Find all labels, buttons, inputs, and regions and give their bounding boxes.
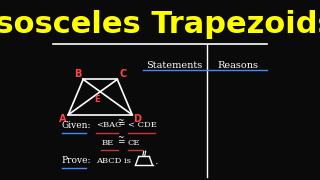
Text: =: = <box>117 119 124 128</box>
Text: E: E <box>94 95 100 104</box>
Text: CE: CE <box>128 139 140 147</box>
Text: Given:: Given: <box>62 121 91 130</box>
Text: A: A <box>59 114 67 124</box>
Text: <BAC: <BAC <box>96 122 122 129</box>
Text: ~: ~ <box>117 133 124 142</box>
Text: ~: ~ <box>117 116 124 125</box>
Text: Statements: Statements <box>146 61 202 70</box>
Text: Prove:: Prove: <box>62 156 91 165</box>
Text: B: B <box>74 69 82 79</box>
Text: ABCD is: ABCD is <box>96 157 131 165</box>
Text: =: = <box>117 137 124 146</box>
Text: D: D <box>133 114 141 124</box>
Text: BE: BE <box>101 139 114 147</box>
Text: < CDE: < CDE <box>128 122 157 129</box>
Text: C: C <box>119 69 126 79</box>
Text: .: . <box>155 156 158 166</box>
Text: Reasons: Reasons <box>217 61 259 70</box>
Text: Isosceles Trapezoids: Isosceles Trapezoids <box>0 10 320 39</box>
